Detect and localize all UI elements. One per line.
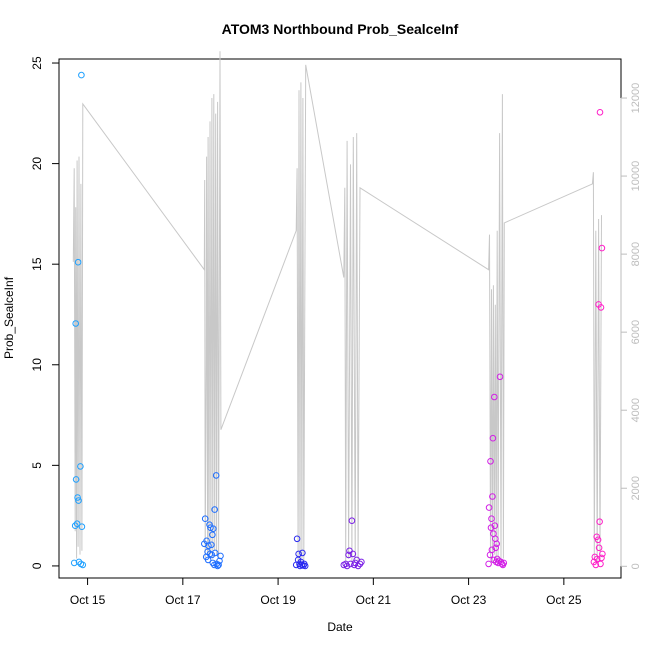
data-point <box>598 244 606 252</box>
data-point <box>496 373 504 381</box>
data-point <box>489 493 496 500</box>
data-point <box>349 550 357 558</box>
x-axis-label: Date <box>327 620 353 634</box>
data-point <box>209 559 217 567</box>
x-axis: Oct 15 Oct 17 Oct 19 Oct 21 Oct 23 Oct 25 <box>70 577 582 607</box>
data-point <box>78 71 85 79</box>
data-point <box>594 536 602 544</box>
data-point <box>295 550 302 558</box>
data-point <box>301 562 309 570</box>
data-point <box>358 558 365 566</box>
data-point <box>212 472 220 479</box>
y2-tick-label: 10000 <box>630 161 642 192</box>
y-tick-label: 25 <box>30 56 44 70</box>
y-tick-label: 0 <box>30 562 44 569</box>
points-layer <box>70 71 606 570</box>
data-point <box>210 525 217 533</box>
data-point <box>597 560 604 568</box>
data-point <box>201 515 209 523</box>
data-point <box>75 497 82 504</box>
data-point <box>215 561 222 569</box>
data-point <box>204 556 212 564</box>
data-point <box>74 258 82 266</box>
y-axis-label: Prob_SealceInf <box>2 276 16 359</box>
data-point <box>70 559 78 567</box>
data-point <box>299 549 306 557</box>
y-tick-label: 15 <box>30 257 44 271</box>
data-point <box>592 561 600 569</box>
data-point <box>485 504 493 511</box>
data-point <box>208 541 215 549</box>
y2-tick-label: 12000 <box>630 83 642 114</box>
data-point <box>491 393 498 401</box>
x-tick-label: Oct 25 <box>546 593 582 607</box>
data-point <box>347 560 354 568</box>
data-point <box>74 494 81 501</box>
data-point <box>593 555 601 563</box>
data-point <box>598 554 605 562</box>
y-axis-left: 0 5 10 15 20 25 <box>30 56 60 569</box>
y-tick-label: 10 <box>30 358 44 372</box>
y-tick-label: 5 <box>30 462 44 469</box>
data-point <box>354 562 362 570</box>
data-point <box>500 559 508 567</box>
data-point <box>597 304 605 311</box>
data-point <box>343 562 351 570</box>
data-point <box>207 524 214 532</box>
y2-tick-label: 2000 <box>630 476 642 500</box>
data-point <box>488 546 496 554</box>
x-tick-label: Oct 21 <box>356 593 392 607</box>
y-axis-right: 0 2000 4000 6000 8000 10000 12000 <box>620 83 642 569</box>
data-point <box>593 533 601 541</box>
data-point <box>77 463 84 470</box>
data-point <box>73 520 81 528</box>
data-point <box>206 521 213 529</box>
data-point <box>488 515 495 523</box>
y2-tick-label: 6000 <box>630 320 642 344</box>
data-point <box>78 523 86 531</box>
data-point <box>599 550 606 558</box>
data-point <box>485 560 492 568</box>
data-point <box>79 561 87 569</box>
y2-tick-label: 4000 <box>630 398 642 422</box>
data-point <box>72 476 80 483</box>
data-point <box>208 551 216 559</box>
data-point <box>209 531 216 539</box>
x-tick-label: Oct 15 <box>70 593 106 607</box>
chart-title: ATOM3 Northbound Prob_SealceInf <box>222 21 459 37</box>
data-point <box>491 522 499 530</box>
data-point <box>211 506 218 513</box>
y-tick-label: 20 <box>30 157 44 171</box>
data-point <box>596 518 603 526</box>
data-point <box>205 542 212 550</box>
data-point <box>348 517 356 525</box>
secondary-series-line <box>72 51 602 563</box>
data-point <box>489 434 497 442</box>
data-point <box>345 551 352 559</box>
secondary-line-layer <box>72 51 602 563</box>
x-tick-label: Oct 17 <box>165 593 201 607</box>
data-point <box>492 544 500 552</box>
data-point <box>71 522 79 530</box>
y2-tick-label: 0 <box>630 563 642 569</box>
plot-frame <box>58 58 622 579</box>
data-point <box>211 549 219 557</box>
x-tick-label: Oct 23 <box>451 593 487 607</box>
data-point <box>595 544 603 552</box>
y2-tick-label: 8000 <box>630 242 642 266</box>
data-point <box>72 320 79 327</box>
data-point <box>487 524 495 532</box>
data-point <box>487 458 494 465</box>
data-point <box>596 109 604 116</box>
data-point <box>293 535 301 543</box>
data-point <box>493 540 501 548</box>
data-point <box>217 552 224 560</box>
x-tick-label: Oct 19 <box>260 593 296 607</box>
